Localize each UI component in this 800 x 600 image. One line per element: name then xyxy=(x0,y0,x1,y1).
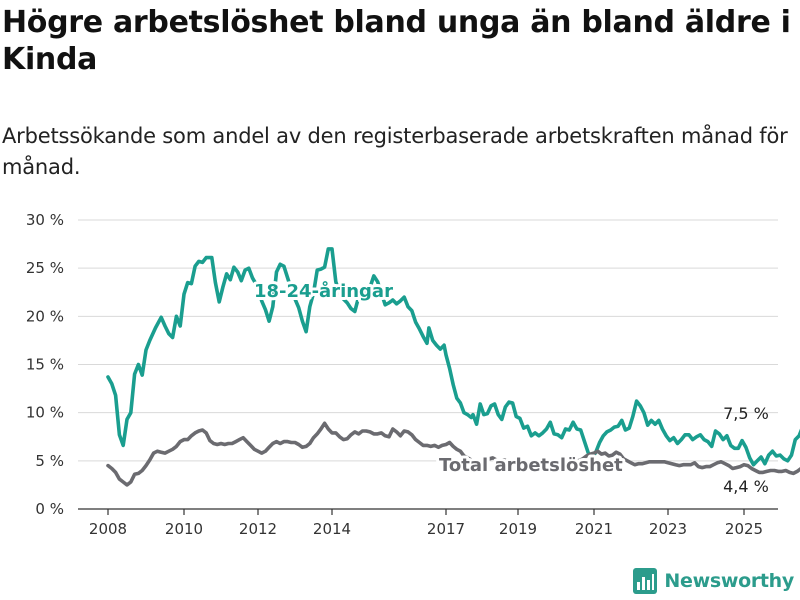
end-label-total: 4,4 % xyxy=(723,477,769,496)
y-axis-tick-labels: 0 % 5 % 10 % 15 % 20 % 25 % 30 % xyxy=(26,211,64,518)
series-label-youth: 18-24-åringar xyxy=(254,280,393,302)
y-tick-label: 20 % xyxy=(26,307,64,325)
brand-logo: Newsworthy xyxy=(633,568,794,594)
series-total-line xyxy=(106,421,800,487)
y-tick-label: 10 % xyxy=(26,404,64,422)
y-tick-label: 15 % xyxy=(26,356,64,374)
x-tick-label: 2019 xyxy=(499,520,537,538)
chart-subtitle: Arbetssökande som andel av den registerb… xyxy=(2,124,788,179)
chart-title: Högre arbetslöshet bland unga än bland ä… xyxy=(2,5,791,77)
series-label-youth-halo: 18-24-åringar xyxy=(254,280,393,302)
x-tick-label: 2008 xyxy=(89,520,127,538)
x-tick-label: 2012 xyxy=(239,520,277,538)
x-tick-label: 2025 xyxy=(725,520,763,538)
y-tick-label: 25 % xyxy=(26,259,64,277)
y-tick-label: 0 % xyxy=(35,500,64,518)
series-label-total-halo: Total arbetslöshet xyxy=(439,455,623,476)
brand-name: Newsworthy xyxy=(664,570,794,592)
series-lines xyxy=(106,247,800,487)
end-label-youth: 7,5 % xyxy=(723,404,769,423)
x-tick-label: 2017 xyxy=(427,520,465,538)
x-axis: 2008 2010 2012 2014 2017 2019 2021 2023 2025 xyxy=(78,508,778,538)
x-tick-label: 2021 xyxy=(575,520,613,538)
series-youth-line xyxy=(106,247,800,467)
x-tick-label: 2014 xyxy=(313,520,351,538)
series-label-total: Total arbetslöshet xyxy=(439,455,623,476)
line-chart: 0 %5 %10 %15 %20 %25 %30 % 2008 2010 2012 2… xyxy=(26,211,800,538)
bar-chart-logo-icon xyxy=(633,568,658,594)
x-tick-label: 2023 xyxy=(649,520,687,538)
y-tick-label: 5 % xyxy=(35,452,64,470)
y-tick-label: 30 % xyxy=(26,211,64,229)
x-tick-label: 2010 xyxy=(165,520,203,538)
